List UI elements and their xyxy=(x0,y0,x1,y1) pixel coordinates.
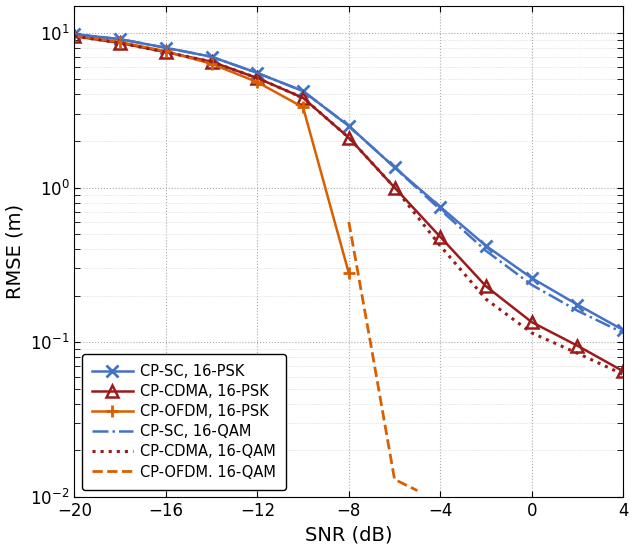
CP-CDMA, 16-PSK xyxy=(254,75,261,81)
CP-SC, 16-PSK xyxy=(117,36,124,42)
CP-OFDM, 16-PSK xyxy=(117,39,124,46)
CP-OFDM, 16-PSK xyxy=(70,32,78,39)
CP-SC, 16-QAM xyxy=(254,70,261,76)
CP-SC, 16-QAM xyxy=(117,36,124,42)
CP-CDMA, 16-QAM xyxy=(482,296,490,303)
CP-CDMA, 16-QAM xyxy=(528,329,536,336)
Line: CP-SC, 16-QAM: CP-SC, 16-QAM xyxy=(74,34,623,333)
CP-CDMA, 16-PSK xyxy=(436,234,444,240)
CP-OFDM, 16-PSK xyxy=(208,60,216,67)
CP-OFDM, 16-PSK xyxy=(299,104,307,111)
CP-SC, 16-PSK xyxy=(436,204,444,210)
CP-CDMA, 16-QAM xyxy=(391,184,398,191)
CP-CDMA, 16-PSK xyxy=(345,134,353,141)
CP-SC, 16-QAM xyxy=(391,164,398,170)
CP-CDMA, 16-QAM xyxy=(436,243,444,249)
CP-CDMA, 16-PSK xyxy=(299,95,307,101)
CP-SC, 16-QAM xyxy=(436,206,444,213)
CP-SC, 16-PSK xyxy=(482,243,490,249)
X-axis label: SNR (dB): SNR (dB) xyxy=(305,525,392,544)
CP-SC, 16-PSK xyxy=(574,301,581,308)
CP-SC, 16-PSK xyxy=(254,70,261,76)
Line: CP-SC, 16-PSK: CP-SC, 16-PSK xyxy=(69,29,629,336)
CP-CDMA, 16-QAM xyxy=(208,58,216,65)
CP-CDMA, 16-PSK xyxy=(528,319,536,326)
CP-SC, 16-QAM xyxy=(528,282,536,288)
CP-SC, 16-PSK xyxy=(70,31,78,37)
CP-SC, 16-QAM xyxy=(619,329,627,336)
CP-OFDM. 16-QAM xyxy=(345,218,353,225)
CP-CDMA, 16-PSK xyxy=(574,343,581,349)
CP-OFDM, 16-PSK xyxy=(345,270,353,277)
CP-OFDM. 16-QAM xyxy=(368,346,375,353)
CP-CDMA, 16-PSK xyxy=(162,49,170,56)
Line: CP-OFDM, 16-PSK: CP-OFDM, 16-PSK xyxy=(68,29,355,279)
CP-CDMA, 16-QAM xyxy=(345,134,353,141)
CP-SC, 16-QAM xyxy=(208,53,216,60)
Line: CP-CDMA, 16-PSK: CP-CDMA, 16-PSK xyxy=(69,31,629,377)
CP-CDMA, 16-QAM xyxy=(619,371,627,378)
CP-OFDM. 16-QAM xyxy=(413,487,421,494)
Line: CP-OFDM. 16-QAM: CP-OFDM. 16-QAM xyxy=(349,222,417,491)
CP-SC, 16-PSK xyxy=(208,53,216,60)
CP-OFDM. 16-QAM xyxy=(391,476,398,483)
CP-SC, 16-PSK xyxy=(345,123,353,129)
CP-OFDM, 16-PSK xyxy=(162,48,170,54)
CP-SC, 16-QAM xyxy=(70,31,78,37)
CP-CDMA, 16-QAM xyxy=(70,33,78,40)
Legend: CP-SC, 16-PSK, CP-CDMA, 16-PSK, CP-OFDM, 16-PSK, CP-SC, 16-QAM, CP-CDMA, 16-QAM,: CP-SC, 16-PSK, CP-CDMA, 16-PSK, CP-OFDM,… xyxy=(82,354,286,490)
CP-CDMA, 16-QAM xyxy=(162,49,170,56)
CP-CDMA, 16-PSK xyxy=(208,58,216,65)
CP-CDMA, 16-PSK xyxy=(619,368,627,375)
CP-CDMA, 16-PSK xyxy=(117,40,124,46)
CP-CDMA, 16-PSK xyxy=(482,283,490,290)
CP-SC, 16-QAM xyxy=(482,248,490,254)
CP-SC, 16-QAM xyxy=(345,123,353,129)
Line: CP-CDMA, 16-QAM: CP-CDMA, 16-QAM xyxy=(74,36,623,375)
CP-SC, 16-PSK xyxy=(391,164,398,170)
CP-OFDM, 16-PSK xyxy=(254,79,261,85)
CP-CDMA, 16-QAM xyxy=(574,350,581,356)
CP-CDMA, 16-PSK xyxy=(70,33,78,40)
CP-CDMA, 16-QAM xyxy=(299,95,307,101)
Y-axis label: RMSE (m): RMSE (m) xyxy=(6,204,25,299)
CP-SC, 16-PSK xyxy=(299,88,307,95)
CP-SC, 16-QAM xyxy=(574,307,581,314)
CP-CDMA, 16-QAM xyxy=(254,75,261,81)
CP-SC, 16-PSK xyxy=(619,327,627,333)
CP-SC, 16-QAM xyxy=(299,88,307,95)
CP-SC, 16-PSK xyxy=(528,275,536,282)
CP-CDMA, 16-PSK xyxy=(391,184,398,191)
CP-SC, 16-PSK xyxy=(162,45,170,51)
CP-SC, 16-QAM xyxy=(162,45,170,51)
CP-CDMA, 16-QAM xyxy=(117,40,124,46)
